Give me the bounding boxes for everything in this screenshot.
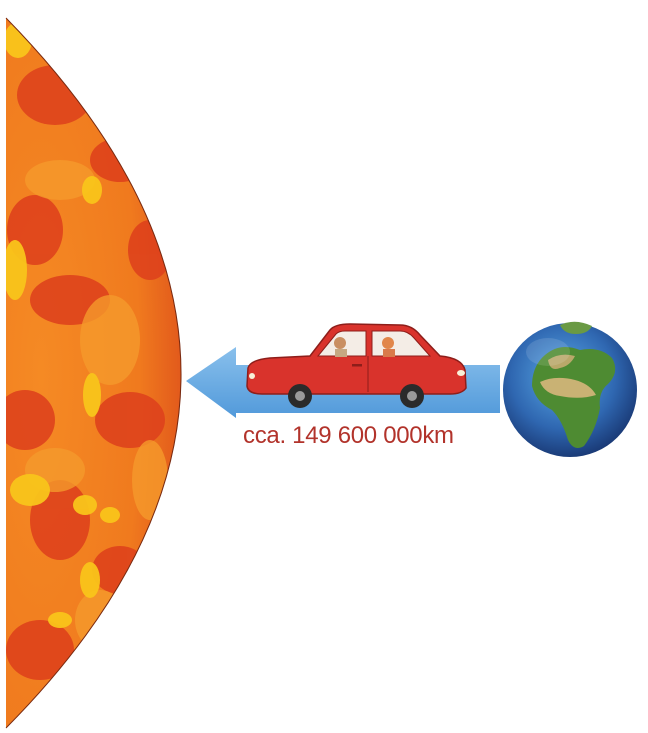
sun-icon	[5, 17, 182, 729]
distance-label: cca. 149 600 000km	[243, 422, 454, 449]
car-icon	[246, 323, 467, 408]
earth-icon	[503, 321, 637, 457]
